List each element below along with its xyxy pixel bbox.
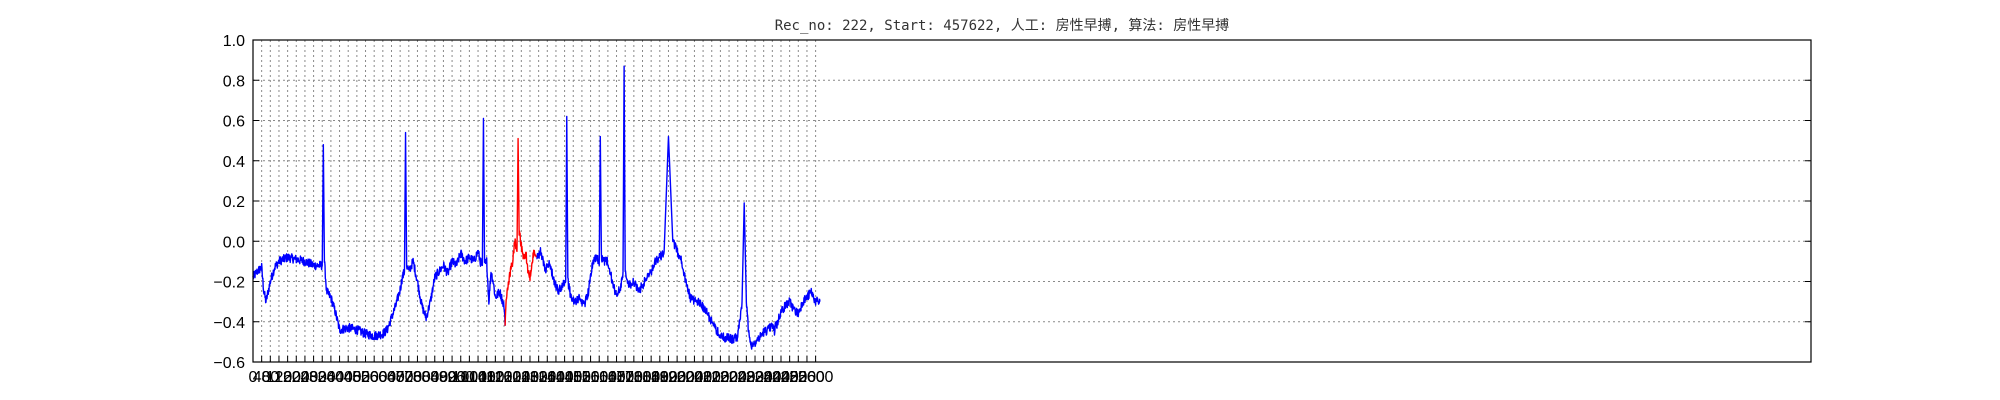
x-tick-label: 1800 bbox=[625, 369, 661, 386]
x-tick-label: 2600 bbox=[798, 369, 834, 386]
x-tick-label: 1320 bbox=[521, 369, 557, 386]
x-tick-label: 1120 bbox=[478, 369, 513, 386]
y-tick-label: 0.0 bbox=[223, 234, 245, 251]
x-tick-label: 880 bbox=[430, 369, 457, 386]
x-tick-label: 760 bbox=[404, 369, 431, 386]
y-tick-label: 0.2 bbox=[223, 194, 245, 211]
x-tick-label: 1840 bbox=[633, 369, 669, 386]
x-tick-label: 2240 bbox=[720, 369, 756, 386]
x-tick-label: 520 bbox=[352, 369, 379, 386]
x-tick-label: 1480 bbox=[555, 369, 591, 386]
series-layer bbox=[252, 65, 821, 350]
x-tick-label: 1240 bbox=[504, 369, 540, 386]
x-tick-label: 840 bbox=[421, 369, 448, 386]
x-tick-label: 560 bbox=[361, 369, 388, 386]
y-tick-label: 0.8 bbox=[223, 73, 245, 90]
x-tick-label: 200 bbox=[283, 369, 310, 386]
x-tick-label: 920 bbox=[439, 369, 466, 386]
x-tick-label: 1720 bbox=[607, 369, 643, 386]
x-tick-label: 1560 bbox=[573, 369, 609, 386]
y-tick-label: 1.0 bbox=[223, 33, 245, 50]
x-tick-label: 2040 bbox=[677, 369, 713, 386]
x-tick-label: 1040 bbox=[460, 369, 496, 386]
y-tick-label: −0.4 bbox=[213, 315, 245, 332]
x-tick-label: 1400 bbox=[538, 369, 574, 386]
x-tick-label: 960 bbox=[447, 369, 474, 386]
x-tick-label: 120 bbox=[266, 369, 293, 386]
x-tick-label: 40 bbox=[253, 369, 271, 386]
x-tick-label: 160 bbox=[274, 369, 301, 386]
x-axis-ticks: 0408012016020024028032036040044048052056… bbox=[249, 356, 834, 386]
signal-series-2 bbox=[504, 137, 538, 326]
x-tick-label: 480 bbox=[344, 369, 371, 386]
x-tick-label: 2120 bbox=[694, 369, 730, 386]
x-tick-label: 240 bbox=[292, 369, 319, 386]
signal-series-3 bbox=[536, 65, 821, 350]
x-tick-label: 1440 bbox=[547, 369, 583, 386]
x-tick-label: 1000 bbox=[452, 369, 488, 386]
x-tick-label: 1640 bbox=[590, 369, 626, 386]
x-tick-label: 2560 bbox=[789, 369, 825, 386]
y-tick-label: 0.6 bbox=[223, 114, 245, 131]
x-tick-label: 320 bbox=[309, 369, 336, 386]
chart-title: Rec_no: 222, Start: 457622, 人工: 房性早搏, 算法… bbox=[775, 17, 1230, 34]
x-tick-label: 2000 bbox=[668, 369, 704, 386]
y-tick-label: −0.2 bbox=[213, 275, 245, 292]
x-tick-label: 2480 bbox=[772, 369, 808, 386]
x-tick-label: 600 bbox=[369, 369, 396, 386]
x-tick-label: 1960 bbox=[659, 369, 695, 386]
x-tick-label: 680 bbox=[387, 369, 414, 386]
x-tick-label: 1920 bbox=[651, 369, 687, 386]
y-axis-ticks: −0.6 −0.4 −0.2 0.0 0.2 0.4 0.6 0.8 1.0 bbox=[213, 33, 1811, 372]
x-tick-label: 440 bbox=[335, 369, 362, 386]
x-tick-label: 1600 bbox=[581, 369, 617, 386]
x-tick-label: 2160 bbox=[703, 369, 739, 386]
x-tick-label: 1200 bbox=[495, 369, 531, 386]
x-tick-label: 800 bbox=[413, 369, 440, 386]
x-tick-label: 2080 bbox=[685, 369, 721, 386]
x-tick-label: 1280 bbox=[512, 369, 548, 386]
signal-series-1 bbox=[252, 117, 506, 341]
y-tick-label: 0.4 bbox=[223, 154, 245, 171]
x-tick-label: 2440 bbox=[763, 369, 799, 386]
x-tick-label: 2400 bbox=[755, 369, 791, 386]
x-tick-label: 1160 bbox=[487, 369, 522, 386]
x-tick-label: 640 bbox=[378, 369, 405, 386]
x-tick-label: 2320 bbox=[737, 369, 773, 386]
x-tick-label: 2520 bbox=[781, 369, 817, 386]
x-tick-label: 80 bbox=[261, 369, 279, 386]
x-tick-label: 720 bbox=[395, 369, 422, 386]
y-tick-label: −0.6 bbox=[213, 355, 245, 372]
x-tick-label: 1080 bbox=[469, 369, 505, 386]
x-tick-label: 1520 bbox=[564, 369, 600, 386]
x-tick-label: 0 bbox=[249, 369, 258, 386]
x-tick-label: 2360 bbox=[746, 369, 782, 386]
x-tick-label: 1360 bbox=[529, 369, 565, 386]
x-tick-label: 2280 bbox=[729, 369, 765, 386]
x-tick-label: 1680 bbox=[599, 369, 635, 386]
grid-layer bbox=[252, 39, 1811, 363]
x-tick-label: 400 bbox=[326, 369, 353, 386]
x-tick-label: 2200 bbox=[711, 369, 747, 386]
x-tick-label: 1760 bbox=[616, 369, 652, 386]
x-tick-label: 1880 bbox=[642, 369, 678, 386]
x-tick-label: 280 bbox=[300, 369, 327, 386]
x-tick-label: 360 bbox=[318, 369, 345, 386]
